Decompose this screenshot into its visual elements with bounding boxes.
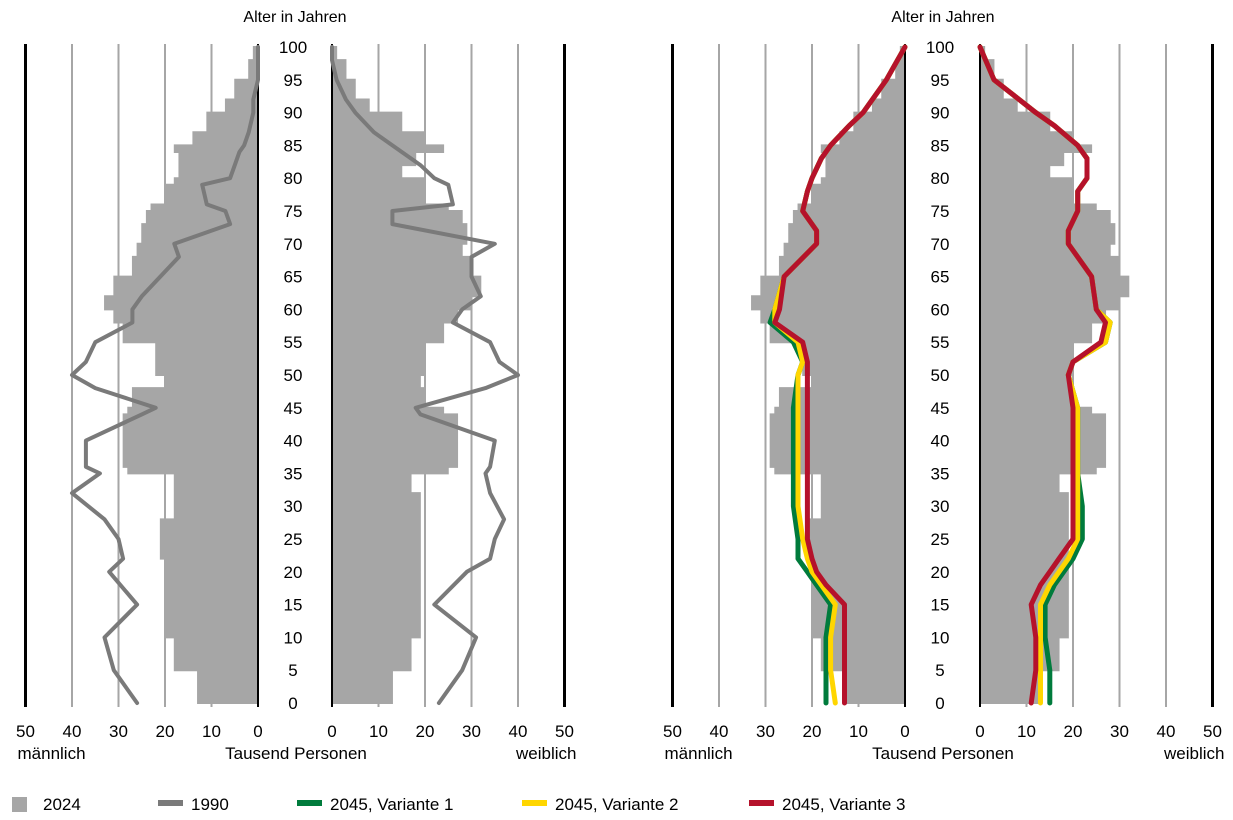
x-tick-label-female: 40 (1157, 722, 1176, 741)
legend-swatch-v3 (749, 800, 774, 806)
legend: 2024 1990 2045, Variante 1 2045, Variante 2… (12, 795, 906, 814)
age-axis-title: Alter in Jahren (891, 9, 994, 26)
age-tick-label: 35 (284, 464, 303, 483)
x-axis-title: Tausend Personen (872, 744, 1014, 763)
age-tick-label: 80 (284, 169, 303, 188)
age-tick-label: 90 (284, 104, 303, 123)
age-tick-label: 75 (931, 202, 950, 221)
x-tick-label-female: 10 (369, 722, 388, 741)
x-tick-label-male: 20 (803, 722, 822, 741)
age-tick-label: 60 (284, 300, 303, 319)
line-2045-variante-3-female (977, 44, 1108, 706)
legend-label-v3: 2045, Variante 3 (782, 795, 906, 814)
line-2045-variante-3-male (772, 44, 908, 706)
legend-label-2024: 2024 (43, 795, 81, 814)
age-tick-label: 45 (931, 399, 950, 418)
age-tick-label: 10 (284, 628, 303, 647)
x-tick-label-male: 40 (710, 722, 729, 741)
pyramid-panel-2045: 0 5 10 15 20 25 30 35 40 45 50 55 60 65 70 75 80 85 90 95 10… (663, 9, 1224, 763)
age-tick-label: 70 (284, 235, 303, 254)
female-label: weiblich (1163, 744, 1224, 763)
age-tick-label: 85 (284, 136, 303, 155)
age-tick-label: 20 (931, 563, 950, 582)
bars-2024-male (104, 46, 259, 704)
x-tick-label-female: 0 (327, 722, 336, 741)
x-tick-label-male: 40 (63, 722, 82, 741)
age-tick-label: 15 (284, 596, 303, 615)
age-tick-label: 0 (288, 694, 297, 713)
age-tick-label: 50 (931, 366, 950, 385)
age-tick-label: 75 (284, 202, 303, 221)
x-tick-label-female: 20 (1064, 722, 1083, 741)
age-tick-label: 30 (931, 497, 950, 516)
legend-label-v2: 2045, Variante 2 (555, 795, 679, 814)
x-tick-label-male: 0 (900, 722, 909, 741)
x-tick-label-male: 10 (202, 722, 221, 741)
age-tick-label: 55 (931, 333, 950, 352)
x-tick-label-female: 40 (509, 722, 528, 741)
x-tick-label-male: 30 (109, 722, 128, 741)
x-tick-label-female: 20 (416, 722, 435, 741)
age-tick-label: 50 (284, 366, 303, 385)
x-tick-label-female: 30 (1110, 722, 1129, 741)
pyramid-panel-1990-2024: 0 5 10 15 20 25 30 35 40 45 50 55 60 65 70 75 80 85 90 95 10… (16, 9, 576, 763)
age-tick-label: 70 (931, 235, 950, 254)
x-tick-label-male: 50 (16, 722, 35, 741)
x-tick-label-female: 50 (555, 722, 574, 741)
age-tick-label: 65 (931, 268, 950, 287)
age-tick-label: 10 (931, 628, 950, 647)
age-tick-label: 40 (284, 432, 303, 451)
bars-2024-female (979, 46, 1130, 704)
age-tick-label: 60 (931, 300, 950, 319)
x-tick-label-female: 50 (1203, 722, 1222, 741)
x-tick-label-male: 20 (156, 722, 175, 741)
x-tick-label-male: 0 (253, 722, 262, 741)
legend-label-1990: 1990 (191, 795, 229, 814)
age-tick-label: 100 (926, 38, 954, 57)
female-label: weiblich (515, 744, 576, 763)
x-tick-label-male: 30 (756, 722, 775, 741)
x-axis-title: Tausend Personen (225, 744, 367, 763)
age-tick-label: 95 (931, 71, 950, 90)
x-tick-label-female: 30 (462, 722, 481, 741)
age-tick-label: 0 (935, 694, 944, 713)
line-1990-female (330, 45, 520, 705)
male-label: männlich (18, 744, 86, 763)
age-tick-label: 40 (931, 432, 950, 451)
legend-swatch-1990 (158, 800, 183, 806)
age-tick-label: 95 (284, 71, 303, 90)
legend-swatch-v2 (522, 800, 547, 806)
age-tick-label: 20 (284, 563, 303, 582)
line-1990-male (70, 45, 260, 705)
age-tick-label: 100 (279, 38, 307, 57)
legend-label-v1: 2045, Variante 1 (330, 795, 454, 814)
x-tick-label-female: 10 (1017, 722, 1036, 741)
male-label: männlich (665, 744, 733, 763)
bars-2024-female (331, 46, 482, 704)
age-tick-label: 5 (288, 661, 297, 680)
age-tick-label: 25 (284, 530, 303, 549)
legend-swatch-2024 (12, 797, 27, 812)
age-tick-label: 80 (931, 169, 950, 188)
age-tick-label: 85 (931, 136, 950, 155)
age-axis-title: Alter in Jahren (243, 9, 346, 26)
age-tick-label: 45 (284, 399, 303, 418)
age-tick-label: 30 (284, 497, 303, 516)
x-tick-label-male: 50 (663, 722, 682, 741)
age-tick-label: 65 (284, 268, 303, 287)
age-tick-label: 25 (931, 530, 950, 549)
age-tick-label: 90 (931, 104, 950, 123)
age-tick-label: 55 (284, 333, 303, 352)
age-tick-label: 35 (931, 464, 950, 483)
age-tick-label: 15 (931, 596, 950, 615)
legend-swatch-v1 (297, 800, 322, 806)
age-tick-label: 5 (935, 661, 944, 680)
x-tick-label-female: 0 (975, 722, 984, 741)
x-tick-label-male: 10 (849, 722, 868, 741)
